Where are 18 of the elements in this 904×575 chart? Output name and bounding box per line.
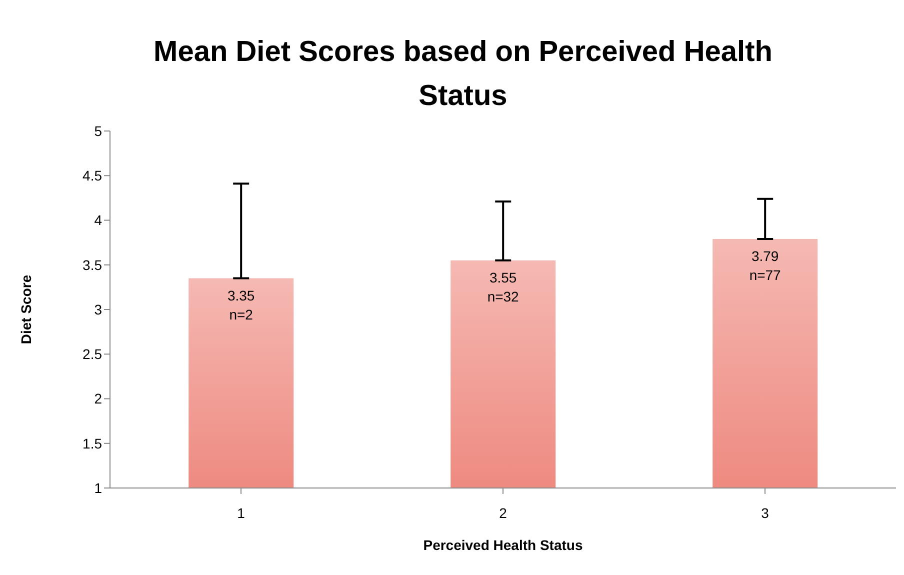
y-tick-label: 1 (94, 480, 102, 496)
x-tick-label: 3 (761, 504, 770, 521)
y-tick-label: 4 (94, 212, 102, 228)
y-tick-label: 1.5 (82, 435, 102, 452)
x-tick-label: 1 (237, 504, 246, 521)
data-label: 3.35 n=2 (227, 287, 255, 322)
y-tick-label: 3.5 (82, 256, 102, 273)
chart-title: Mean Diet Scores based on Perceived Health Status (152, 35, 774, 114)
y-tick-label: 4.5 (82, 168, 102, 184)
data-label: 3.79 n=77 (749, 248, 782, 283)
y-tick-label: 2 (94, 390, 102, 407)
y-axis-title: Diet Score (18, 274, 34, 344)
y-tick-label: 2.5 (82, 346, 102, 362)
x-axis-title: Perceived Health Status (423, 537, 583, 553)
data-label: 3.55 n=32 (487, 269, 520, 304)
y-tick-label: 5 (94, 122, 102, 139)
y-tick-label: 3 (94, 301, 102, 318)
x-tick-label: 2 (499, 504, 508, 521)
